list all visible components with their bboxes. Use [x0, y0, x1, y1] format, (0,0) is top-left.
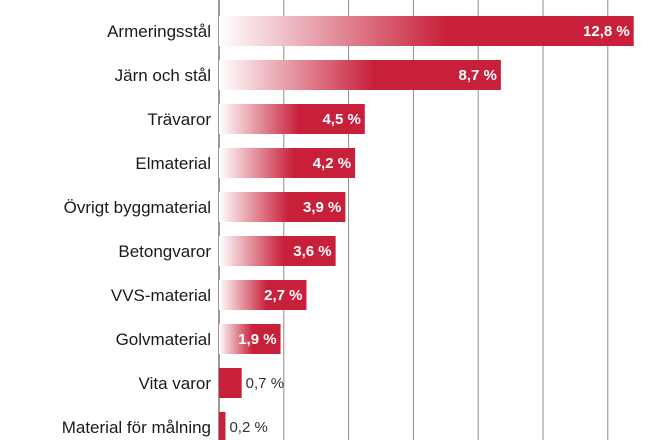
category-label: Trävaror — [147, 110, 211, 129]
category-label: Betongvaror — [118, 242, 211, 261]
value-label: 3,6 % — [293, 243, 331, 260]
value-label: 8,7 % — [459, 67, 497, 84]
value-label: 1,9 % — [238, 331, 276, 348]
value-label: 0,7 % — [246, 375, 284, 392]
category-label: Övrigt byggmaterial — [64, 198, 211, 217]
bar — [219, 104, 365, 134]
bar — [219, 412, 226, 440]
bar — [219, 148, 356, 178]
value-label: 4,2 % — [313, 155, 351, 172]
bar — [219, 368, 242, 398]
category-label: Järn och stål — [115, 66, 211, 85]
value-label: 0,2 % — [229, 419, 267, 436]
bar — [219, 192, 346, 222]
bar — [219, 236, 336, 266]
value-label: 4,5 % — [322, 111, 360, 128]
category-label: Material för målning — [62, 418, 211, 437]
value-label: 3,9 % — [303, 199, 341, 216]
bar — [219, 324, 281, 354]
category-label: Vita varor — [139, 374, 212, 393]
category-label: VVS-material — [111, 286, 211, 305]
bar — [219, 60, 501, 90]
category-label: Armeringsstål — [107, 22, 211, 41]
bar — [219, 280, 307, 310]
value-label: 2,7 % — [264, 287, 302, 304]
value-label: 12,8 % — [583, 23, 630, 40]
bar — [219, 16, 634, 46]
category-label: Elmaterial — [135, 154, 211, 173]
category-label: Golvmaterial — [116, 330, 211, 349]
